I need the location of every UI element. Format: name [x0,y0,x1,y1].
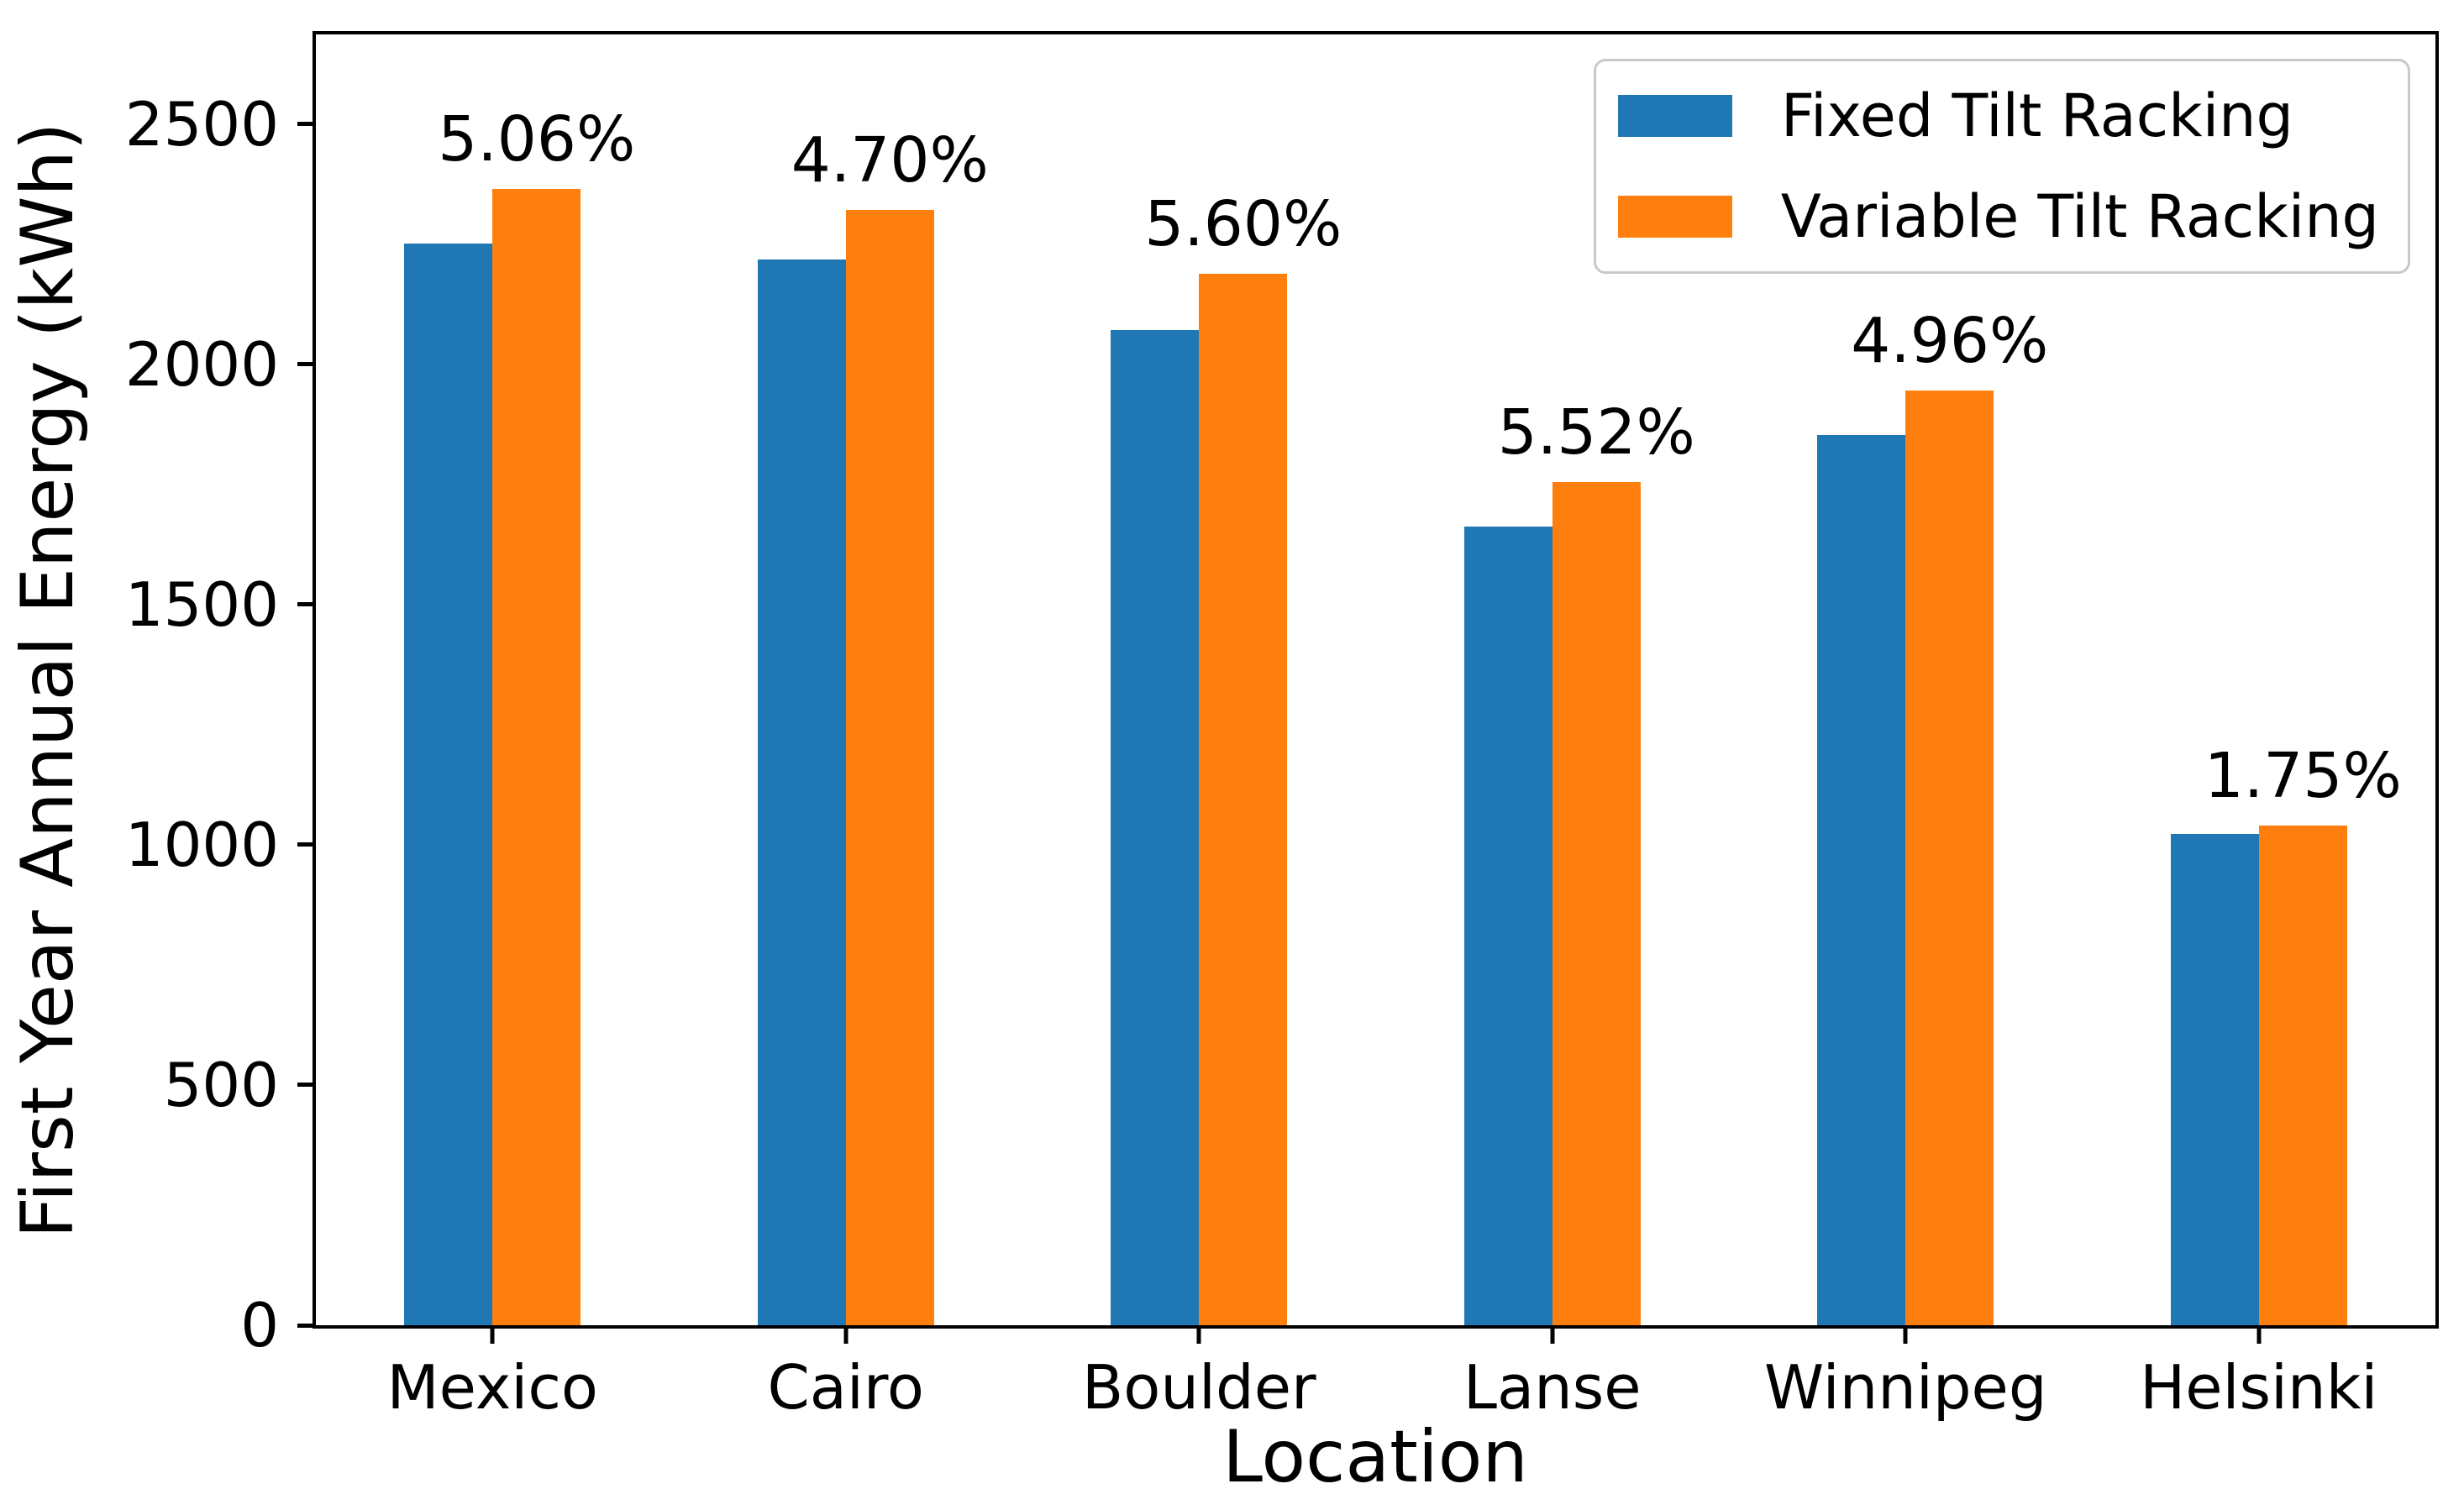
bar-fixed-boulder [1111,329,1200,1325]
y-tick-mark [297,1323,316,1328]
legend-label-variable-tilt: Variable Tilt Racking [1780,182,2379,251]
y-axis-label: First Year Annual Energy (kWh) [6,122,90,1239]
x-tick-mark [1196,1325,1201,1344]
x-tick-mark [843,1325,848,1344]
y-tick-label: 2500 [124,88,279,160]
bar-variable-cairo [845,209,934,1325]
pct-gain-label-boulder: 5.60% [1144,188,1342,261]
bar-fixed-winnipeg [1817,434,1906,1325]
y-tick-mark [297,362,316,367]
legend: Fixed Tilt Racking Variable Tilt Racking [1593,59,2410,274]
x-tick-mark [2256,1325,2262,1344]
y-tick-label: 1500 [124,569,279,640]
x-tick-label-helsinki: Helsinki [2140,1352,2378,1423]
pct-gain-label-winnipeg: 4.96% [1851,304,2049,377]
pct-gain-label-helsinki: 1.75% [2204,739,2402,812]
bar-variable-helsinki [2258,825,2347,1325]
bar-variable-mexico [492,188,581,1325]
legend-swatch-variable-tilt [1617,196,1732,238]
bar-variable-boulder [1199,274,1288,1325]
y-tick-label: 1000 [124,809,279,880]
x-tick-label-lanse: Lanse [1463,1352,1642,1423]
x-tick-label-boulder: Boulder [1081,1352,1316,1423]
y-tick-label: 0 [240,1290,279,1361]
bar-variable-lanse [1552,482,1641,1325]
plot-area: Fixed Tilt Racking Variable Tilt Racking … [125,31,2439,1418]
y-tick-label: 2000 [124,328,279,400]
y-tick-mark [297,602,316,607]
legend-swatch-fixed-tilt [1617,95,1732,137]
x-tick-label-mexico: Mexico [386,1352,598,1423]
bar-fixed-mexico [404,243,493,1325]
legend-label-fixed-tilt: Fixed Tilt Racking [1780,81,2293,150]
y-tick-label: 500 [163,1049,279,1120]
y-tick-mark [297,842,316,847]
x-tick-label-cairo: Cairo [767,1352,924,1423]
bar-fixed-cairo [757,260,846,1325]
x-axis-label: Location [1222,1415,1528,1499]
x-tick-mark [490,1325,495,1344]
x-tick-mark [1903,1325,1908,1344]
pct-gain-label-cairo: 4.70% [791,123,989,197]
pct-gain-label-lanse: 5.52% [1497,396,1695,469]
x-tick-mark [1550,1325,1555,1344]
y-tick-mark [297,122,316,127]
legend-item-fixed-tilt: Fixed Tilt Racking [1617,81,2379,150]
legend-item-variable-tilt: Variable Tilt Racking [1617,182,2379,251]
pct-gain-label-mexico: 5.06% [438,102,636,176]
bar-fixed-lanse [1463,526,1552,1325]
bar-fixed-helsinki [2170,833,2259,1325]
y-tick-mark [297,1083,316,1088]
bar-variable-winnipeg [1905,390,1994,1325]
x-tick-label-winnipeg: Winnipeg [1763,1352,2047,1423]
